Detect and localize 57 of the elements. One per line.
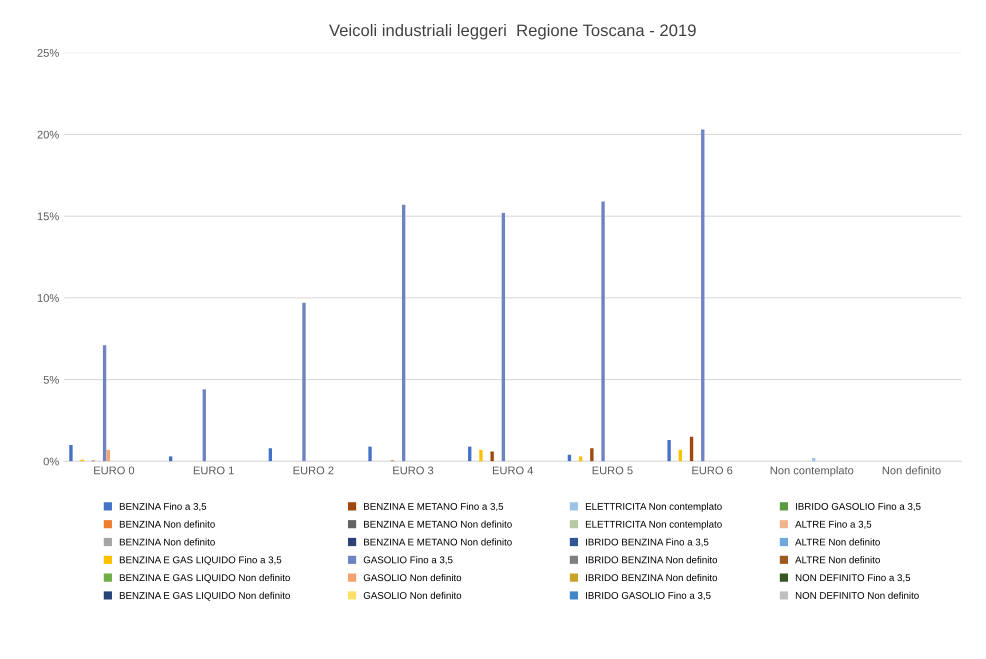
y-tick-label: 0% [44,458,59,466]
bar [268,448,272,462]
y-tick-label: 5% [44,376,59,384]
x-tick-label: EURO 2 [294,466,334,474]
legend-label: BENZINA Non definito [120,538,215,546]
y-tick-label: 10% [38,294,59,302]
legend-label: IBRIDO BENZINA Non definito [586,556,718,564]
bar [202,389,206,462]
legend-label: IBRIDO GASOLIO Fino a 3,5 [586,592,711,600]
x-tick-label: Non contemplato [770,466,854,477]
bar [468,446,472,462]
legend-label: ALTRE Fino a 3,5 [795,520,872,529]
legend-label: NON DEFINITO Non definito [796,592,919,599]
legend-label: BENZINA E METANO Non definito [364,538,512,546]
bar [601,201,605,462]
x-tick-label: EURO 4 [492,466,534,474]
legend-label: BENZINA Fino a 3,5 [120,502,206,512]
bar [168,456,172,462]
legend-label: NON DEFINITO Fino a 3,5 [796,574,910,582]
legend-label: IBRIDO BENZINA Fino a 3,5 [586,538,708,547]
legend-label: GASOLIO Non definito [364,592,462,599]
bar [678,450,682,462]
bar [106,450,110,462]
legend-label: ELETTRICITA Non contemplato [586,520,722,530]
bar [578,456,582,462]
bar [667,440,671,462]
x-tick-label: EURO 0 [94,466,134,474]
legend-label: IBRIDO GASOLIO Fino a 3,5 [796,502,921,512]
x-tick-label: EURO 5 [592,466,633,474]
legend-label: ALTRE Non definito [795,556,880,564]
legend-label: BENZINA E METANO Fino a 3,5 [364,502,504,512]
bar [590,448,594,462]
legend-label: BENZINA E GAS LIQUIDO Non definito [120,574,290,583]
bar [568,454,572,462]
legend-label: BENZINA Non definito [120,520,215,528]
chart-title: Veicoli industriali leggeri Regione Toscana - 2019 [329,24,696,40]
legend-label: BENZINA E METANO Non definito [364,520,512,528]
x-tick-label: EURO 3 [393,466,434,474]
bar [502,212,506,462]
legend-label: IBRIDO BENZINA Non definito [586,574,718,582]
bar [102,345,106,462]
y-tick-label: 20% [38,130,59,139]
legend-label: GASOLIO Fino a 3,5 [364,556,453,564]
bar [812,458,816,462]
x-tick-label: EURO 1 [194,466,234,474]
legend-label: ALTRE Non definito [795,538,880,546]
legend-label: ELETTRICITA Non contemplato [586,502,722,512]
legend-label: BENZINA E GAS LIQUIDO Fino a 3,5 [120,556,282,566]
legend-label: BENZINA E GAS LIQUIDO Non definito [120,592,290,601]
y-tick-label: 25% [38,48,59,57]
bar [490,451,494,462]
x-tick-label: EURO 6 [692,466,732,474]
y-tick-label: 15% [38,212,59,220]
bar [402,204,406,462]
bar [701,130,704,462]
x-tick-label: Non definito [882,466,941,474]
legend-label: GASOLIO Non definito [364,574,462,582]
